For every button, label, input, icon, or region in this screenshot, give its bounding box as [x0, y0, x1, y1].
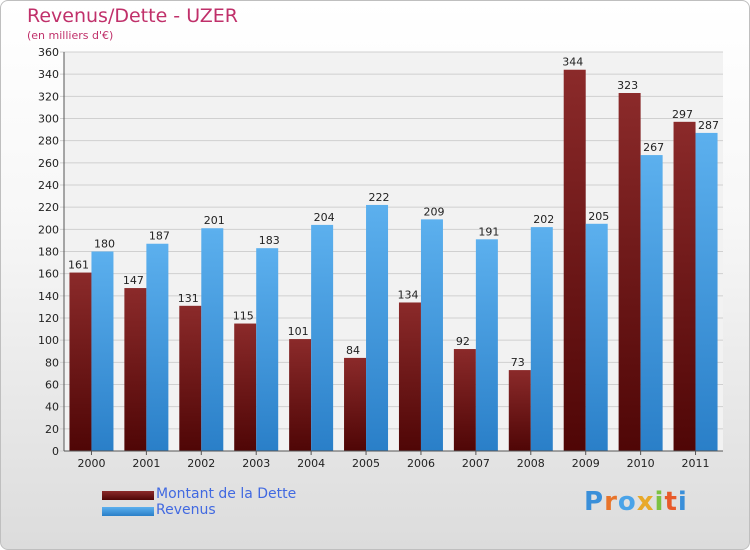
y-tick-label: 120 — [38, 312, 59, 325]
revenue-bar — [146, 243, 169, 451]
debt-bar — [124, 288, 147, 451]
debt-bar — [289, 339, 312, 451]
debt-value-label: 297 — [672, 108, 693, 121]
logo-letter: i — [654, 487, 665, 517]
proxiti-logo: Proxiti — [584, 487, 688, 517]
revenue-value-label: 202 — [533, 213, 554, 226]
debt-bar — [234, 323, 257, 451]
debt-value-label: 73 — [511, 356, 525, 369]
revenue-value-label: 191 — [478, 225, 499, 238]
y-tick-label: 140 — [38, 290, 59, 303]
logo-letter: i — [677, 487, 688, 517]
y-tick-label: 60 — [45, 379, 59, 392]
logo-letter: o — [617, 487, 637, 517]
debt-bar — [398, 302, 421, 451]
revenue-bar — [91, 251, 114, 451]
revenue-bar — [475, 239, 498, 451]
y-tick-label: 0 — [52, 445, 59, 458]
x-tick-label: 2008 — [517, 457, 545, 470]
y-tick-label: 240 — [38, 179, 59, 192]
legend-label-revenus: Revenus — [156, 502, 216, 518]
logo-letter: x — [636, 487, 655, 517]
x-tick-label: 2002 — [187, 457, 215, 470]
x-tick-label: 2003 — [242, 457, 270, 470]
revenue-value-label: 209 — [423, 205, 444, 218]
y-tick-label: 220 — [38, 201, 59, 214]
revenue-value-label: 187 — [149, 230, 170, 243]
revenue-value-label: 287 — [698, 119, 719, 132]
legend-swatch-dette — [102, 491, 154, 500]
y-tick-label: 260 — [38, 157, 59, 170]
x-tick-label: 2006 — [407, 457, 435, 470]
revenue-bar — [695, 132, 718, 452]
y-tick-label: 320 — [38, 90, 59, 103]
revenue-value-label: 204 — [314, 211, 335, 224]
y-tick-label: 340 — [38, 68, 59, 81]
revenue-bar — [201, 228, 224, 451]
revenue-value-label: 267 — [643, 141, 664, 154]
y-tick-label: 80 — [45, 356, 59, 369]
debt-value-label: 147 — [123, 274, 144, 287]
debt-bar — [673, 121, 696, 451]
revenue-bar — [366, 204, 389, 451]
debt-bar — [344, 357, 367, 451]
debt-bar — [69, 272, 92, 451]
revenue-bar — [256, 248, 279, 451]
x-tick-label: 2004 — [297, 457, 325, 470]
debt-bar — [618, 93, 641, 451]
y-tick-label: 100 — [38, 334, 59, 347]
legend-label-dette: Montant de la Dette — [156, 486, 297, 502]
y-tick-label: 280 — [38, 135, 59, 148]
y-tick-label: 180 — [38, 246, 59, 259]
x-tick-label: 2007 — [462, 457, 490, 470]
legend-swatch-revenus — [102, 507, 154, 516]
logo-letter: t — [664, 487, 678, 517]
debt-value-label: 134 — [397, 288, 418, 301]
y-tick-label: 200 — [38, 223, 59, 236]
revenue-bar — [640, 155, 663, 451]
chart-title: Revenus/Dette - UZER — [27, 5, 238, 27]
y-tick-label: 360 — [38, 46, 59, 59]
x-tick-label: 2010 — [627, 457, 655, 470]
y-tick-label: 40 — [45, 401, 59, 414]
x-tick-label: 2000 — [77, 457, 105, 470]
y-tick-label: 20 — [45, 423, 59, 436]
revenue-bar — [420, 219, 443, 451]
revenue-value-label: 180 — [94, 238, 115, 251]
debt-bar — [508, 370, 531, 451]
debt-bar — [563, 69, 586, 451]
debt-value-label: 84 — [346, 344, 360, 357]
debt-value-label: 344 — [562, 56, 583, 69]
logo-letter: P — [584, 487, 605, 517]
revenue-value-label: 205 — [588, 210, 609, 223]
revenue-value-label: 222 — [369, 191, 390, 204]
x-tick-label: 2001 — [132, 457, 160, 470]
y-tick-label: 300 — [38, 113, 59, 126]
debt-value-label: 92 — [456, 335, 470, 348]
debt-bar — [179, 305, 202, 451]
y-tick-label: 160 — [38, 268, 59, 281]
bar-chart: 161 180 147 187 131 201 115 183 101 204 84 222 134 20… — [38, 46, 723, 470]
debt-value-label: 131 — [178, 292, 199, 305]
revenue-bar — [311, 224, 334, 451]
logo-letter: r — [604, 487, 618, 517]
x-tick-label: 2005 — [352, 457, 380, 470]
revenue-value-label: 201 — [204, 214, 225, 227]
debt-value-label: 161 — [68, 259, 89, 272]
revenue-bar — [585, 223, 608, 451]
debt-bar — [453, 349, 476, 451]
revenue-value-label: 183 — [259, 234, 280, 247]
chart-subtitle: (en milliers d'€) — [27, 29, 114, 42]
x-tick-label: 2009 — [572, 457, 600, 470]
debt-value-label: 115 — [233, 310, 254, 323]
revenue-bar — [530, 227, 553, 451]
debt-value-label: 101 — [288, 325, 309, 338]
x-tick-label: 2011 — [682, 457, 710, 470]
debt-value-label: 323 — [617, 79, 638, 92]
